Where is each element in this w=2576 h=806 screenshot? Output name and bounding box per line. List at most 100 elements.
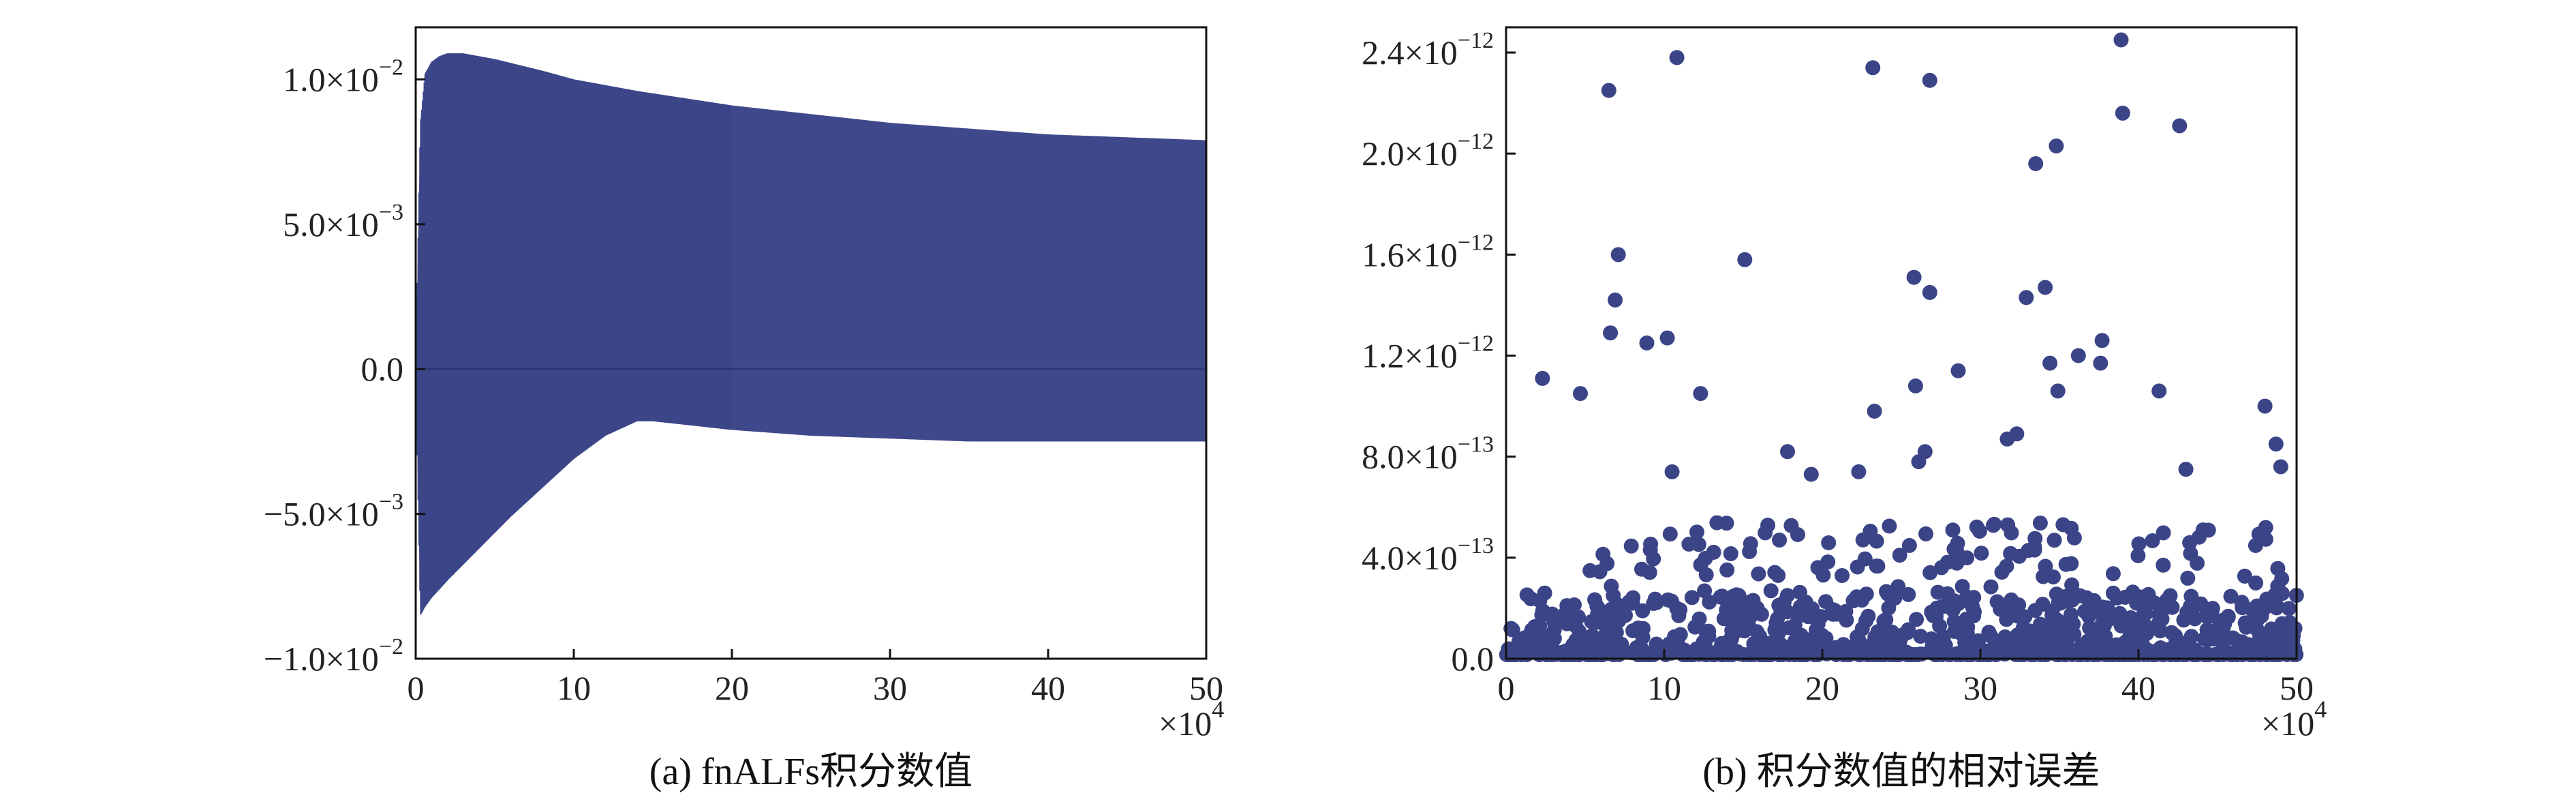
panel-b-point-588	[1724, 623, 1740, 638]
panel-b-point-841	[2139, 642, 2155, 657]
panel-b-point-778	[1591, 603, 1607, 619]
panel-b-point-483	[2139, 625, 2155, 641]
panel-b-point-1031	[1945, 522, 1961, 538]
panel-b-point-777	[1532, 593, 1548, 608]
panel-b-point-830	[1757, 647, 1773, 662]
panel-b-point-738	[1660, 592, 1676, 608]
panel-a-y-tick-exp-3: −3	[379, 200, 403, 225]
panel-a-y-tick-label-1: −5.0×10−3	[264, 490, 403, 533]
panel-a-x-multiplier-exp: 4	[1212, 696, 1224, 723]
panel-b-point-865	[1935, 647, 1950, 662]
panel-b-point-840	[2229, 633, 2245, 649]
panel-b-point-834	[2243, 647, 2259, 662]
panel-b-point-1023	[2064, 577, 2080, 593]
panel-b-point-854	[2272, 623, 2288, 638]
panel-a-x-tick-label-4: 40	[1031, 669, 1065, 707]
panel-b-point-894	[1720, 603, 1736, 619]
panel-b-point-891	[1790, 641, 1805, 657]
panel-b-point-707	[2105, 585, 2121, 601]
panel-a-caption: (a) fnALFs积分数值	[649, 751, 972, 793]
panel-b-point-972	[1890, 579, 1906, 595]
panel-b-point-1010	[2130, 548, 2146, 563]
panel-b-point-1060	[2028, 156, 2044, 171]
panel-b-point-853	[1836, 637, 1851, 653]
panel-b-point-964	[1869, 558, 1884, 574]
panel-b-point-469	[1672, 602, 1688, 618]
panel-b-point-1016	[1691, 537, 1706, 552]
panel-b-point-597	[1736, 623, 1752, 639]
panel-b-point-1074	[2273, 459, 2288, 475]
panel-b-point-1069	[2115, 105, 2130, 121]
panel-b-point-923	[1763, 583, 1779, 599]
panel-b-point-1075	[2178, 462, 2194, 477]
panel-b-point-1024	[1855, 532, 1871, 548]
panel-b-point-1063	[2049, 138, 2064, 154]
panel-b-x-tick-label-0: 0	[1498, 669, 1515, 707]
panel-b-point-915	[1954, 579, 1970, 595]
panel-b-point-824	[1803, 635, 1819, 651]
panel-b-point-1021	[2237, 568, 2252, 584]
panel-b-point-997	[1751, 566, 1766, 582]
panel-b-y-tick-mantissa-5: 2.0×10	[1362, 134, 1458, 173]
panel-b-point-789	[1691, 611, 1707, 627]
panel-b-point-683	[1519, 587, 1535, 603]
panel-b-point-843	[1850, 631, 1866, 646]
panel-b-point-1081	[1851, 464, 1867, 479]
panel-b-point-893	[1952, 647, 1968, 662]
panel-b-point-1079	[1999, 431, 2015, 447]
panel-b-x-tick-label-4: 40	[2121, 669, 2156, 707]
panel-b-point-985	[1918, 526, 1933, 541]
panel-b-point-1013	[1989, 594, 2005, 610]
panel-a-y-tick-mantissa-1: −5.0×10	[264, 495, 379, 533]
panel-b-point-886	[2064, 647, 2080, 662]
panel-a-y-tick-label-0: −1.0×10−2	[264, 634, 403, 678]
panel-b-point-786	[2183, 588, 2199, 604]
panel-b-point-763	[2077, 603, 2093, 619]
panel-b-point-1019	[2053, 595, 2068, 611]
panel-a-y-tick-mantissa-4: 1.0×10	[283, 60, 379, 98]
panel-b-point-1073	[2268, 436, 2284, 452]
panel-b-point-910	[1882, 518, 1897, 534]
panel-b-point-861	[1580, 642, 1596, 657]
panel-b-point-785	[1899, 625, 1915, 640]
panel-b-y-tick-mantissa-1: 4.0×10	[1362, 539, 1458, 577]
panel-b-point-644	[1599, 621, 1614, 636]
panel-b-point-974	[1625, 595, 1640, 611]
panel-b-point-846	[2205, 603, 2220, 618]
panel-b-point-899	[1715, 647, 1731, 662]
panel-b-point-969	[1994, 565, 2010, 580]
panel-b-point-917	[2269, 599, 2285, 614]
panel-b-point-1037	[2000, 517, 2016, 533]
panel-b-point-990	[1698, 567, 1714, 582]
panel-b-point-982	[1767, 565, 1783, 580]
panel-b-point-1038	[2105, 566, 2121, 582]
panel-b-point-553	[1981, 625, 1997, 640]
panel-b-plot-area	[1499, 32, 2304, 662]
panel-b-point-540	[2239, 619, 2254, 635]
panel-b-point-996	[2032, 516, 2048, 531]
panel-b-point-1027	[1821, 535, 1837, 550]
panel-b-point-919	[2046, 533, 2062, 548]
panel-b-point-489	[2128, 626, 2143, 642]
panel-b-point-1001	[1934, 560, 1949, 576]
panel-b-point-717	[1642, 647, 1658, 662]
panel-b-point-782	[1684, 590, 1700, 606]
panel-b-point-318	[1913, 629, 1929, 644]
panel-b-point-823	[2084, 621, 2100, 637]
panel-b-point-898	[1610, 597, 1625, 612]
panel-b-point-961	[2003, 546, 2019, 561]
panel-b-axes-frame	[1505, 26, 2298, 660]
panel-b-point-849	[1584, 614, 1599, 629]
panel-b-point-1041	[1573, 386, 1588, 402]
panel-b-point-1056	[1922, 284, 1937, 300]
panel-b-point-813	[1768, 615, 1784, 631]
panel-b-point-1072	[2257, 398, 2273, 414]
panel-b-point-960	[2145, 533, 2160, 548]
panel-b-point-1009	[2058, 556, 2074, 572]
panel-b-point-1082	[1803, 466, 1819, 482]
panel-b-point-907	[1604, 578, 1619, 594]
panel-a-y-tick-mantissa-3: 5.0×10	[283, 205, 379, 243]
panel-b-point-721	[1618, 608, 1634, 623]
panel-b-point-1000	[1835, 568, 1850, 583]
